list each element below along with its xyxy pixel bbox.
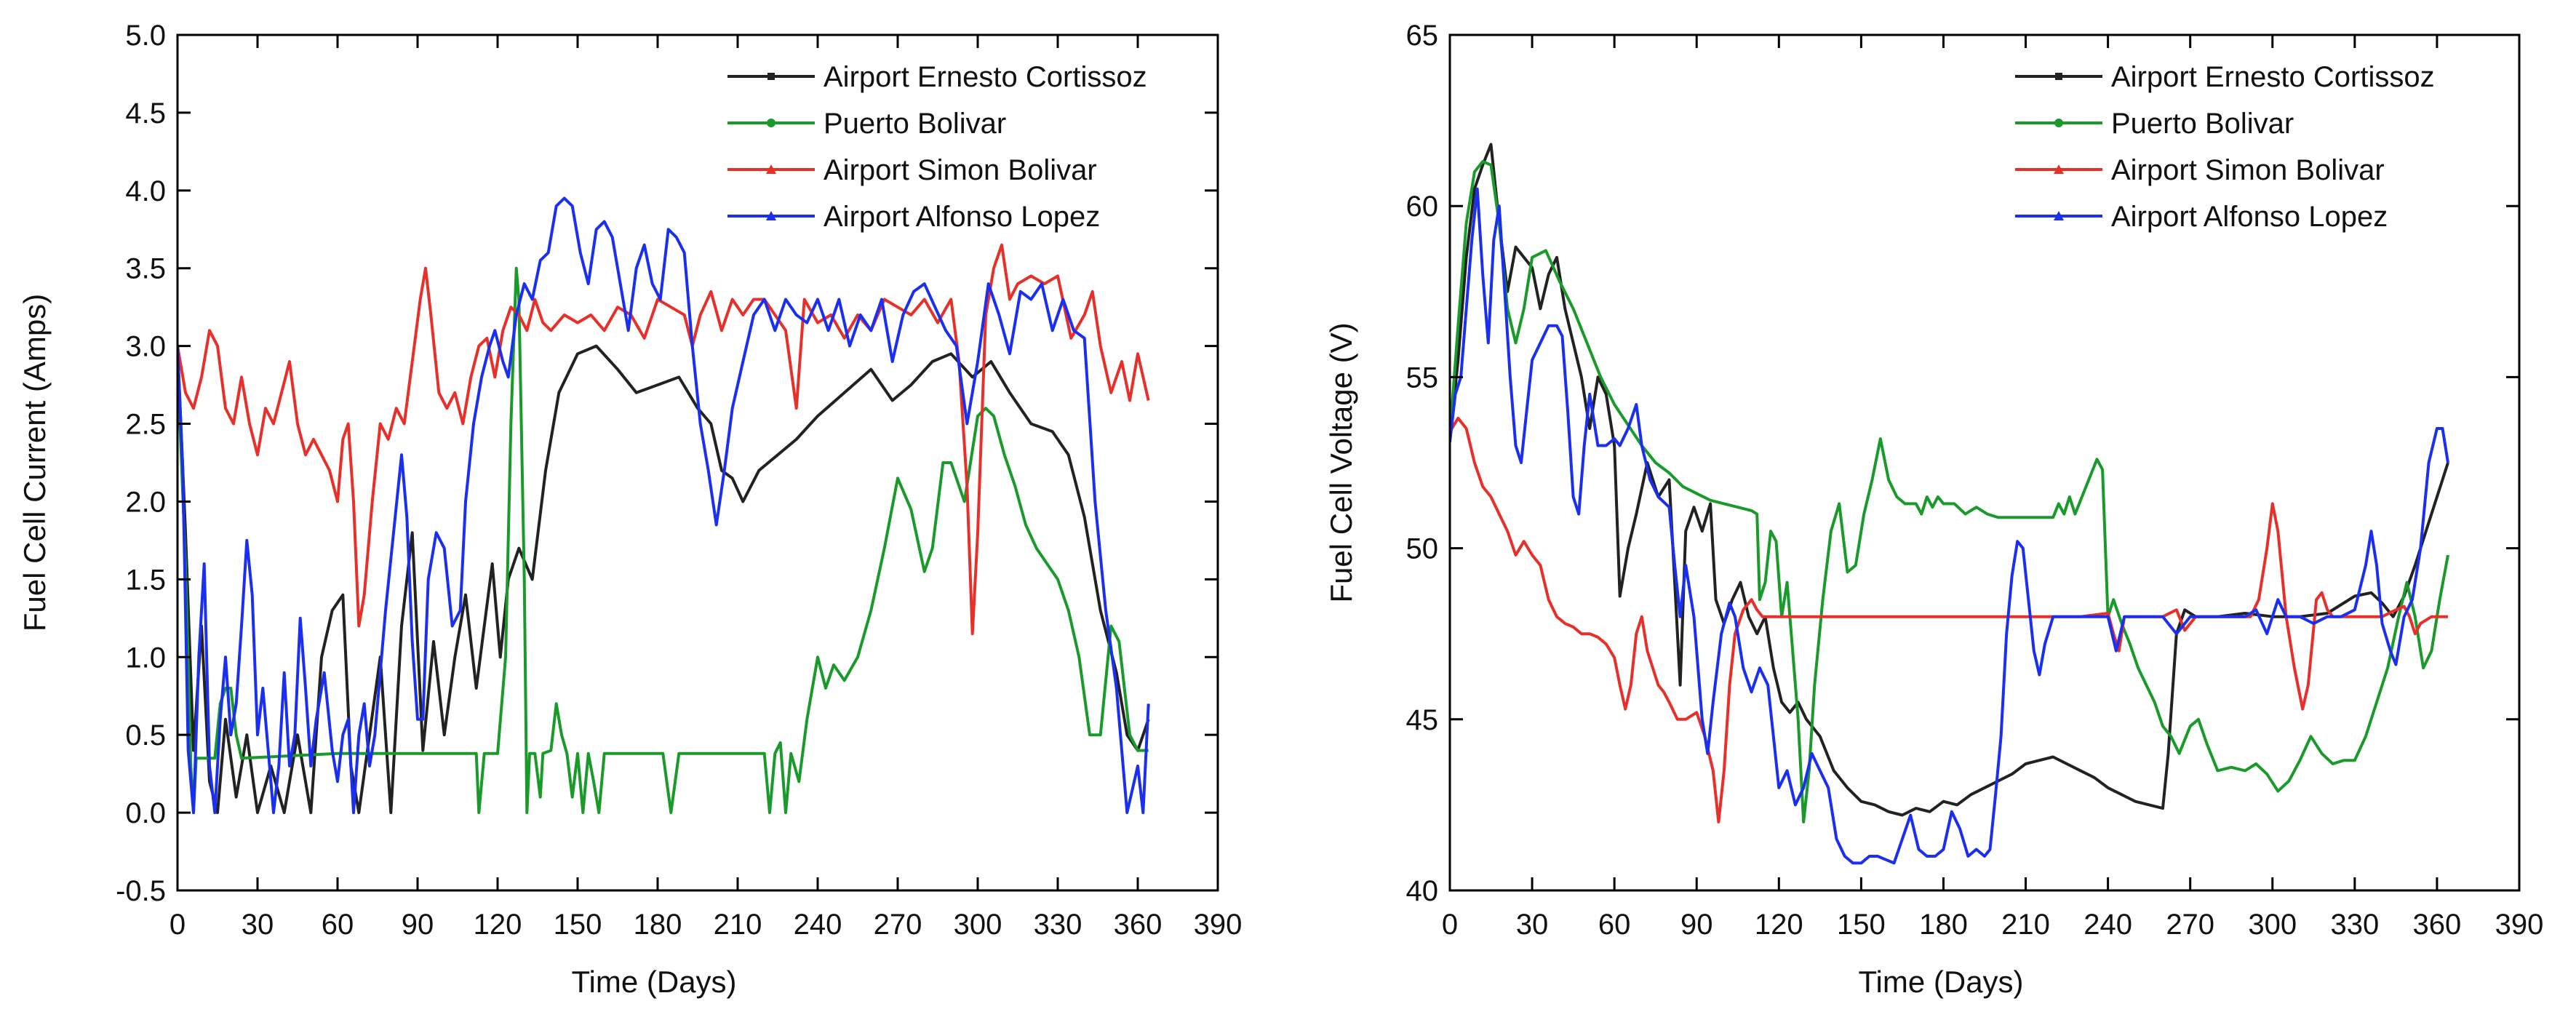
x-tick-label: 390 bbox=[2495, 909, 2544, 941]
y-tick-label: 60 bbox=[1406, 191, 1439, 223]
y-tick-label: 0.5 bbox=[125, 719, 166, 751]
x-tick-label: 90 bbox=[402, 909, 434, 941]
y-tick-label: 45 bbox=[1406, 704, 1439, 736]
legend-marker bbox=[766, 164, 776, 174]
x-tick-label: 210 bbox=[2001, 909, 2050, 941]
x-tick-label: 150 bbox=[1837, 909, 1886, 941]
series-group bbox=[178, 196, 1150, 815]
x-tick-label: 120 bbox=[474, 909, 522, 941]
x-tick-label: 360 bbox=[1114, 909, 1163, 941]
y-tick-label: 50 bbox=[1406, 533, 1439, 565]
x-tick-label: 0 bbox=[170, 909, 186, 941]
x-tick-label: 120 bbox=[1755, 909, 1803, 941]
x-tick-label: 240 bbox=[794, 909, 842, 941]
y-tick-label: 2.5 bbox=[125, 409, 166, 441]
legend-marker bbox=[766, 211, 776, 220]
y-tick-label: 3.5 bbox=[125, 253, 166, 285]
legend-label: Puerto Bolivar bbox=[2111, 108, 2294, 140]
y-tick-label: 55 bbox=[1406, 362, 1439, 394]
plot-frame bbox=[1448, 33, 2521, 892]
series-line-3 bbox=[1450, 416, 2448, 823]
y-tick-label: 65 bbox=[1406, 20, 1439, 52]
series-line-1 bbox=[1450, 143, 2449, 817]
series-group bbox=[1450, 143, 2449, 865]
x-tick-label: 150 bbox=[554, 909, 602, 941]
series-line-2 bbox=[1450, 160, 2449, 823]
legend-label: Airport Simon Bolivar bbox=[824, 154, 1097, 186]
y-tick-label: 1.5 bbox=[125, 564, 166, 596]
legend-label: Airport Ernesto Cortissoz bbox=[2111, 61, 2435, 93]
legend-marker bbox=[767, 119, 775, 127]
x-tick-label: 30 bbox=[242, 909, 274, 941]
series-line-4 bbox=[1450, 187, 2449, 865]
x-tick-label: 240 bbox=[2083, 909, 2132, 941]
series-line-3 bbox=[178, 243, 1150, 636]
legend-label: Airport Ernesto Cortissoz bbox=[824, 61, 1147, 93]
legend-label: Puerto Bolivar bbox=[824, 108, 1006, 140]
x-tick-label: 300 bbox=[2248, 909, 2297, 941]
x-tick-label: 360 bbox=[2413, 909, 2462, 941]
y-tick-label: 0.0 bbox=[125, 797, 166, 829]
legend-marker bbox=[2054, 211, 2064, 220]
series-line-4 bbox=[178, 196, 1150, 815]
legend-label: Airport Simon Bolivar bbox=[2111, 154, 2385, 186]
legend-label: Airport Alfonso Lopez bbox=[824, 201, 1100, 233]
x-tick-label: 390 bbox=[1194, 909, 1243, 941]
legend-label: Airport Alfonso Lopez bbox=[2111, 201, 2388, 233]
y-tick-label: 3.0 bbox=[125, 331, 166, 363]
legend-marker bbox=[767, 73, 775, 80]
y-tick-label: 1.0 bbox=[125, 642, 166, 674]
series-line-1 bbox=[178, 344, 1150, 815]
chart-panel-voltage: 0 30 60 90 120 150 180 210 240 270 300 330 360 390 40 4… bbox=[1324, 20, 2543, 999]
legend-marker bbox=[2054, 119, 2063, 127]
plot-frame bbox=[176, 33, 1219, 892]
x-tick-label: 0 bbox=[1442, 909, 1458, 941]
y-tick-label: 2.0 bbox=[125, 486, 166, 518]
x-axis-title: Time (Days) bbox=[571, 965, 736, 999]
y-tick-label: 40 bbox=[1406, 875, 1439, 907]
legend: Airport Ernesto Cortissoz Puerto Bolivar A… bbox=[727, 61, 1147, 233]
x-tick-label: 60 bbox=[1598, 909, 1631, 941]
x-tick-label: 270 bbox=[2166, 909, 2214, 941]
y-tick-label: -0.5 bbox=[116, 875, 166, 907]
x-tick-label: 330 bbox=[2330, 909, 2379, 941]
x-tick-label: 270 bbox=[874, 909, 922, 941]
y-axis-title: Fuel Cell Current (Amps) bbox=[17, 294, 52, 631]
x-axis-title: Time (Days) bbox=[1858, 965, 2023, 999]
x-tick-label: 90 bbox=[1680, 909, 1713, 941]
x-tick-label: 60 bbox=[322, 909, 354, 941]
legend-marker bbox=[2055, 73, 2062, 80]
chart-panel-current: 0 30 60 90 120 150 180 210 240 270 300 330 360 390 -0.… bbox=[17, 20, 1242, 999]
y-tick-label: 4.5 bbox=[125, 97, 166, 129]
x-tick-label: 180 bbox=[634, 909, 682, 941]
legend-marker bbox=[2054, 164, 2064, 174]
series-line-2 bbox=[178, 266, 1149, 815]
x-tick-label: 30 bbox=[1516, 909, 1549, 941]
x-tick-label: 300 bbox=[954, 909, 1002, 941]
x-tick-label: 210 bbox=[714, 909, 762, 941]
legend: Airport Ernesto Cortissoz Puerto Bolivar A… bbox=[2015, 61, 2435, 233]
x-tick-label: 330 bbox=[1034, 909, 1082, 941]
x-tick-label: 180 bbox=[1919, 909, 1968, 941]
y-axis-title: Fuel Cell Voltage (V) bbox=[1324, 322, 1358, 602]
y-tick-label: 4.0 bbox=[125, 175, 166, 207]
y-tick-label: 5.0 bbox=[125, 20, 166, 52]
